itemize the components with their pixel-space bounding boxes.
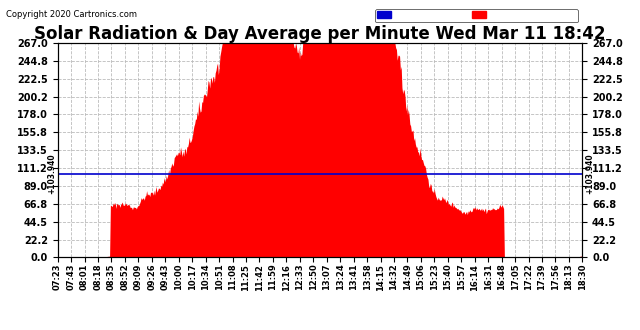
Text: +103.940: +103.940 (585, 153, 594, 194)
Legend: Median (w/m2), Radiation (w/m2): Median (w/m2), Radiation (w/m2) (375, 9, 578, 22)
Text: +103.940: +103.940 (47, 153, 56, 194)
Text: Copyright 2020 Cartronics.com: Copyright 2020 Cartronics.com (6, 10, 138, 19)
Title: Solar Radiation & Day Average per Minute Wed Mar 11 18:42: Solar Radiation & Day Average per Minute… (35, 25, 605, 43)
